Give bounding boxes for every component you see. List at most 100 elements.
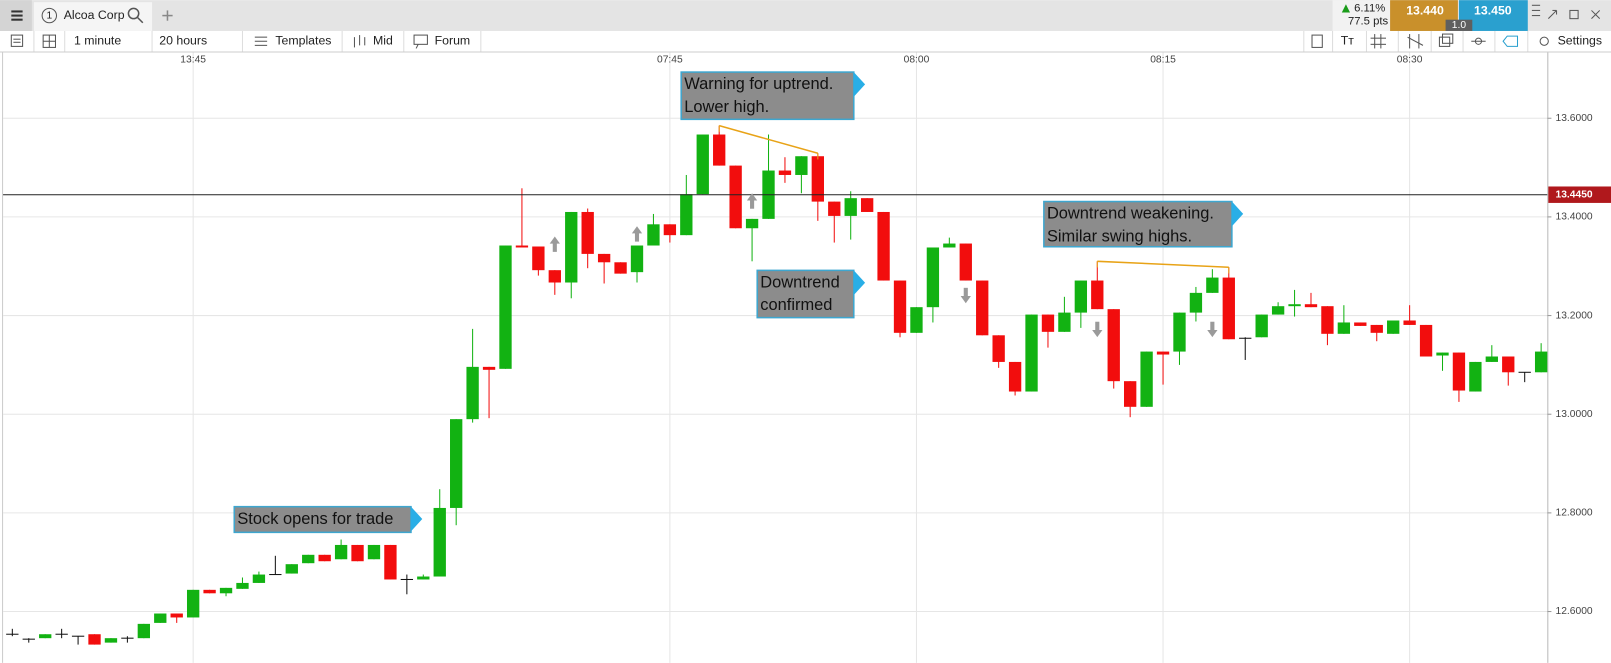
y-tick-label: 13.6000 bbox=[1556, 113, 1593, 124]
sell-price: 13.440 bbox=[1406, 4, 1444, 18]
signal-arrow bbox=[960, 296, 971, 304]
candle-body bbox=[1337, 322, 1351, 334]
candle-body bbox=[88, 634, 101, 645]
templates[interactable]: Templates bbox=[275, 34, 331, 48]
candle-body bbox=[1321, 306, 1334, 334]
signal-arrow bbox=[1092, 329, 1103, 338]
candle-body bbox=[548, 270, 561, 283]
candle-body bbox=[630, 245, 644, 273]
candle-body bbox=[877, 211, 890, 281]
signal-arrow bbox=[1207, 329, 1218, 338]
candle-body bbox=[384, 544, 397, 580]
annotation-text: confirmed bbox=[760, 296, 832, 314]
candle-body bbox=[515, 245, 529, 248]
candle-body bbox=[663, 224, 677, 236]
candle-body bbox=[302, 554, 315, 564]
toolbar-dividers bbox=[33, 30, 1529, 52]
candle-body bbox=[943, 243, 956, 248]
candle-body bbox=[910, 307, 923, 333]
candle-body bbox=[1140, 351, 1153, 407]
candle-body bbox=[252, 574, 266, 583]
candle-body bbox=[1255, 314, 1268, 338]
instrument-tab[interactable]: 1 Alcoa Corp bbox=[33, 2, 153, 31]
window-controls[interactable] bbox=[1531, 4, 1601, 20]
candle-body bbox=[450, 419, 463, 508]
forum[interactable]: Forum bbox=[435, 34, 471, 48]
candle-body bbox=[565, 211, 578, 283]
candle-body bbox=[1436, 352, 1449, 356]
price-type[interactable]: Mid bbox=[373, 34, 393, 48]
annotation-box bbox=[756, 269, 855, 319]
toolbar-icons bbox=[10, 33, 1549, 49]
annotation-box bbox=[680, 71, 855, 121]
buy-price: 13.450 bbox=[1474, 4, 1512, 18]
signal-arrow bbox=[552, 241, 557, 252]
candle-body bbox=[1107, 309, 1120, 382]
trend-line bbox=[1097, 260, 1229, 268]
annotation-pointer bbox=[853, 270, 866, 296]
signal-arrow bbox=[634, 231, 640, 242]
x-tick-label: 08:15 bbox=[1150, 54, 1176, 65]
x-tick-label: 08:30 bbox=[1397, 54, 1423, 65]
signal-arrow bbox=[963, 287, 968, 299]
candle-body bbox=[614, 262, 627, 274]
interval[interactable]: 1 minute bbox=[74, 34, 121, 48]
candle-body bbox=[154, 613, 167, 623]
candle-body bbox=[597, 253, 611, 263]
candle-body bbox=[828, 201, 841, 216]
candle-body bbox=[778, 170, 792, 175]
add-tab[interactable] bbox=[162, 10, 173, 21]
candle-body bbox=[581, 211, 594, 254]
candle-body bbox=[482, 366, 496, 370]
candle-body bbox=[417, 576, 430, 580]
current-price-box bbox=[1548, 186, 1611, 203]
range[interactable]: 20 hours bbox=[159, 34, 207, 48]
candle-body bbox=[1222, 277, 1235, 340]
candle-body bbox=[1156, 351, 1170, 355]
menu-button[interactable] bbox=[0, 0, 32, 31]
signal-arrow bbox=[1095, 321, 1100, 333]
candle-body bbox=[285, 564, 298, 574]
change-panel bbox=[1332, 0, 1391, 31]
toolbar bbox=[0, 30, 1611, 52]
candle-body bbox=[1124, 381, 1137, 407]
signal-arrow bbox=[549, 236, 560, 244]
candle-body bbox=[1387, 320, 1400, 334]
annotation-pointer bbox=[853, 72, 866, 97]
text-tool-icon[interactable]: Tт bbox=[1341, 34, 1355, 48]
candle-body bbox=[334, 544, 348, 560]
candle-body bbox=[959, 243, 972, 281]
candle-body bbox=[499, 245, 512, 369]
annotation-text: Warning for uptrend. bbox=[684, 75, 833, 93]
signal-arrow bbox=[631, 226, 643, 234]
signal-arrow bbox=[750, 198, 755, 209]
spread: 1.0 bbox=[1452, 20, 1467, 31]
candle-body bbox=[318, 554, 331, 562]
candle-body bbox=[926, 247, 940, 308]
candle-body bbox=[729, 165, 742, 229]
candle-body bbox=[1485, 356, 1498, 362]
candle-body bbox=[1074, 280, 1088, 313]
up-icon bbox=[1341, 4, 1351, 13]
y-tick-label: 12.8000 bbox=[1556, 508, 1593, 519]
candle-body bbox=[680, 194, 693, 236]
candle-body bbox=[236, 582, 249, 589]
candle-body bbox=[992, 335, 1005, 362]
x-tick-label: 13:45 bbox=[180, 54, 206, 65]
candle-body bbox=[104, 638, 118, 643]
candle-body bbox=[1502, 356, 1515, 373]
candle-body bbox=[893, 280, 907, 333]
settings[interactable]: Settings bbox=[1558, 34, 1603, 48]
annotation-box bbox=[1043, 200, 1233, 248]
annotation-pointer bbox=[1231, 201, 1244, 227]
candle-body bbox=[203, 589, 216, 594]
candle-body bbox=[976, 280, 989, 336]
spread-badge bbox=[1445, 19, 1473, 31]
candle-body bbox=[137, 623, 151, 639]
candle-body bbox=[1091, 280, 1104, 310]
change-percent: 6.11% bbox=[1354, 2, 1385, 14]
annotation-text: Downtrend weakening. bbox=[1047, 205, 1214, 223]
candle-body bbox=[795, 156, 808, 175]
